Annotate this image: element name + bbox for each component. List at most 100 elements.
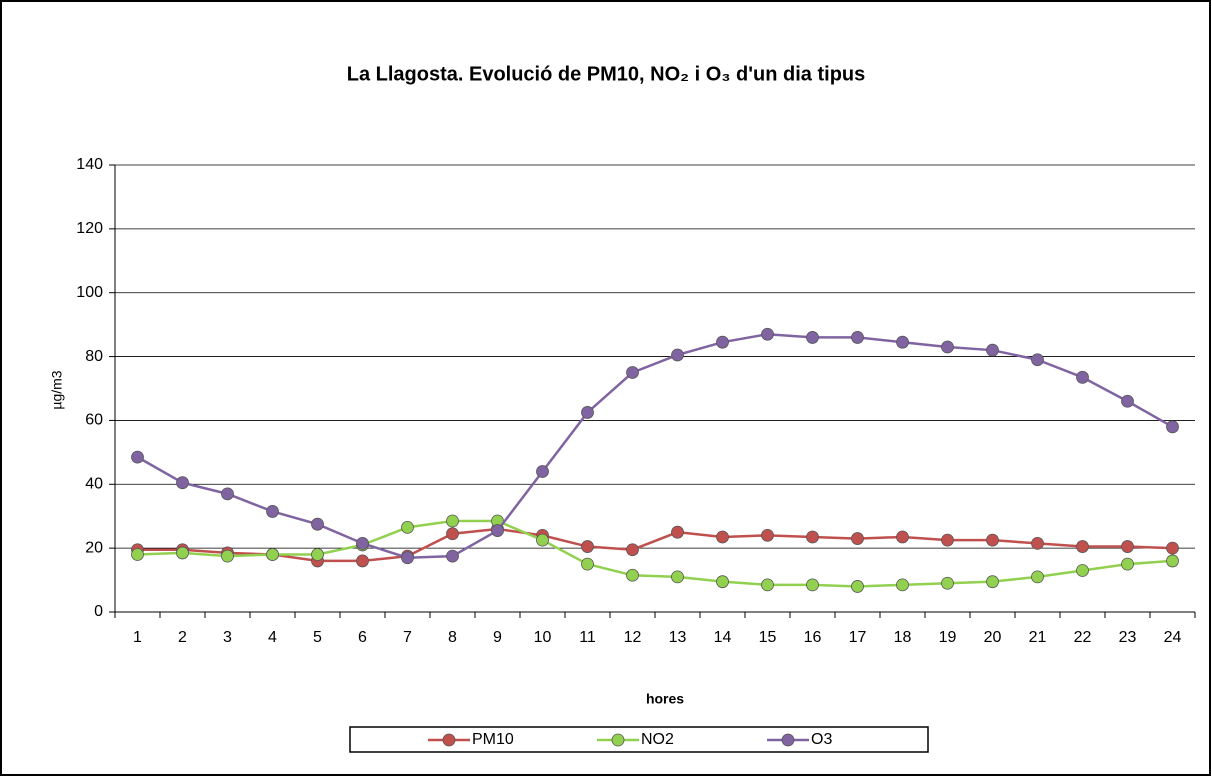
x-tick-label: 1 xyxy=(133,629,142,646)
data-point xyxy=(1031,353,1044,367)
data-point xyxy=(896,578,909,592)
data-point xyxy=(806,331,819,344)
data-point xyxy=(176,476,189,490)
data-point xyxy=(446,514,459,528)
data-point xyxy=(221,487,234,501)
data-point xyxy=(311,517,324,531)
legend-label: O3 xyxy=(811,731,832,748)
x-tick-label: 16 xyxy=(804,629,822,646)
x-tick-label: 13 xyxy=(669,629,687,646)
y-tick-label: 100 xyxy=(76,284,103,301)
data-point xyxy=(446,527,459,541)
data-point xyxy=(806,578,819,592)
x-tick-label: 4 xyxy=(268,629,277,646)
data-point xyxy=(716,335,729,349)
data-point xyxy=(491,524,504,537)
data-point xyxy=(131,548,144,561)
data-point xyxy=(131,450,144,464)
data-point xyxy=(446,549,459,563)
data-point xyxy=(986,533,999,547)
data-point xyxy=(176,546,189,560)
y-tick-label: 40 xyxy=(85,476,103,493)
x-tick-label: 23 xyxy=(1119,629,1137,646)
x-tick-label: 18 xyxy=(894,629,912,646)
data-point xyxy=(851,331,864,344)
x-tick-label: 20 xyxy=(984,629,1002,646)
x-tick-label: 5 xyxy=(313,629,322,646)
data-point xyxy=(1166,554,1179,568)
x-tick-label: 12 xyxy=(624,629,642,646)
data-point xyxy=(986,575,999,589)
chart-title: La Llagosta. Evolució de PM10, NO₂ i O₃ … xyxy=(347,63,866,85)
data-point xyxy=(221,549,234,563)
data-point xyxy=(581,540,594,553)
data-point xyxy=(581,406,594,419)
x-tick-label: 6 xyxy=(358,629,367,646)
x-tick-label: 11 xyxy=(579,629,596,646)
data-point xyxy=(266,505,279,518)
data-point xyxy=(1076,370,1089,384)
legend-marker xyxy=(781,733,795,747)
y-tick-label: 60 xyxy=(85,412,103,429)
x-tick-label: 14 xyxy=(714,629,732,646)
data-point xyxy=(1121,540,1134,553)
data-point xyxy=(896,530,909,544)
data-point xyxy=(626,568,639,582)
data-point xyxy=(626,543,639,557)
legend-marker xyxy=(611,733,625,747)
data-point xyxy=(536,465,549,478)
data-point xyxy=(1121,557,1134,571)
legend-label: NO2 xyxy=(641,731,674,748)
x-tick-label: 3 xyxy=(223,629,232,646)
data-point xyxy=(716,530,729,544)
data-point xyxy=(716,575,729,589)
series-line xyxy=(136,332,1174,559)
y-axis-label: µg/m3 xyxy=(49,370,65,409)
y-tick-label: 20 xyxy=(85,539,103,556)
data-point xyxy=(1031,570,1044,584)
data-point xyxy=(851,580,864,593)
data-point xyxy=(671,570,684,584)
data-point xyxy=(671,525,684,539)
data-point xyxy=(311,548,324,561)
data-point xyxy=(986,343,999,357)
series-line xyxy=(137,527,1173,563)
x-tick-label: 21 xyxy=(1029,629,1047,646)
data-point xyxy=(761,578,774,592)
data-point xyxy=(806,530,819,544)
data-point xyxy=(356,554,369,568)
data-point xyxy=(401,520,414,534)
data-point xyxy=(626,366,639,379)
x-tick-label: 2 xyxy=(178,629,187,646)
y-tick-label: 80 xyxy=(85,348,103,365)
legend-marker xyxy=(442,733,456,747)
data-point xyxy=(941,340,954,354)
x-tick-label: 19 xyxy=(939,629,957,646)
data-point xyxy=(941,533,954,547)
x-tick-label: 8 xyxy=(448,629,457,646)
data-point xyxy=(851,532,864,545)
x-tick-label: 7 xyxy=(403,629,412,646)
x-tick-label: 17 xyxy=(849,629,867,646)
y-tick-label: 120 xyxy=(76,220,103,237)
data-point xyxy=(941,576,954,590)
x-tick-label: 24 xyxy=(1164,629,1182,646)
x-tick-label: 15 xyxy=(759,629,777,646)
x-tick-label: 10 xyxy=(534,629,552,646)
data-point xyxy=(1166,541,1179,555)
series-line xyxy=(137,519,1173,588)
x-tick-label: 22 xyxy=(1074,629,1092,646)
data-point xyxy=(1166,420,1179,434)
data-point xyxy=(356,536,369,550)
data-point xyxy=(536,533,549,547)
data-point xyxy=(896,335,909,349)
data-point xyxy=(761,528,774,542)
y-tick-label: 0 xyxy=(94,603,103,620)
data-point xyxy=(581,557,594,571)
x-tick-label: 9 xyxy=(493,629,502,646)
legend-label: PM10 xyxy=(472,731,514,748)
data-point xyxy=(671,348,684,362)
data-point xyxy=(266,548,279,561)
